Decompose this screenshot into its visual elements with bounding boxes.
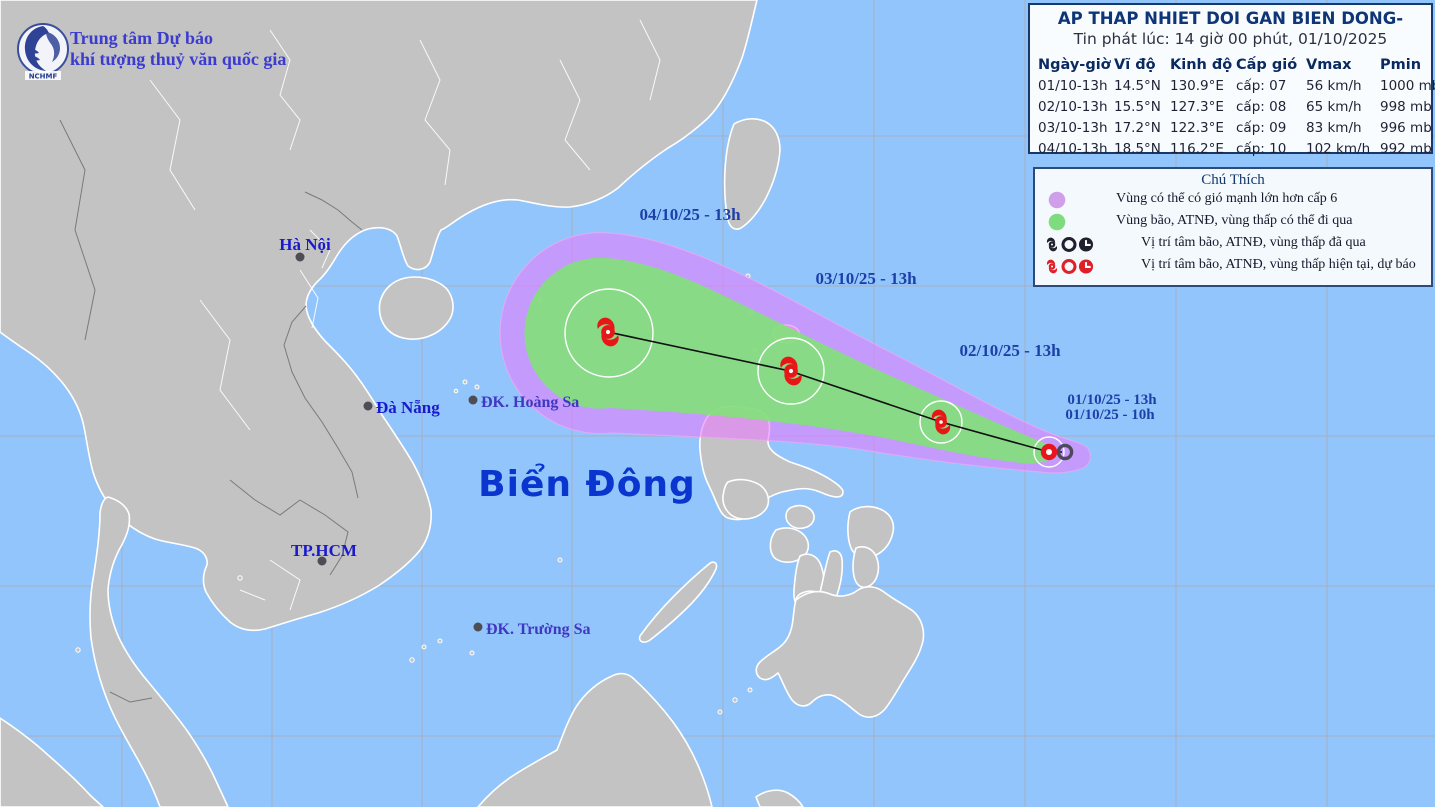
table-cell: 83 km/h [1306, 120, 1362, 136]
table-cell: cấp: 07 [1236, 78, 1287, 94]
agency-name-line2: khí tượng thuỷ văn quốc gia [70, 49, 287, 69]
table-cell: 1000 mb [1380, 78, 1435, 94]
col-header-lon: Kinh độ [1170, 57, 1233, 73]
table-cell: 65 km/h [1306, 99, 1362, 115]
legend-item: Vị trí tâm bão, ATNĐ, vùng thấp hiện tại… [1035, 255, 1431, 277]
table-cell: 15.5°N [1114, 99, 1161, 115]
city-label-tphcm: TP.HCM [291, 541, 357, 560]
province-borders [149, 19, 661, 611]
table-cell: 03/10-13h [1038, 120, 1108, 136]
city-dots [295, 252, 483, 632]
island-palawan [638, 561, 718, 643]
legend-item-label: Vị trí tâm bão, ATNĐ, vùng thấp đã qua [1141, 235, 1366, 250]
col-header-lat: Vĩ độ [1114, 57, 1156, 73]
peninsula-malay [89, 496, 229, 807]
table-cell: cấp: 09 [1236, 120, 1287, 136]
table-cell: 04/10-13h [1038, 141, 1108, 157]
hanoi-dot [295, 252, 305, 262]
table-cell: 992 mb [1380, 141, 1432, 157]
col-header-wind: Cấp gió [1236, 57, 1298, 73]
position-range-circles [564, 288, 1065, 468]
table-cell: 18.5°N [1114, 141, 1161, 157]
issued-time: Tin phát lúc: 14 giờ 00 phút, 01/10/2025 [1073, 30, 1388, 48]
truongsa-dot [473, 622, 483, 632]
past-markers-icon [1046, 236, 1095, 253]
storm-title: AP THAP NHIET DOI GAN BIEN DONG- [1057, 9, 1404, 28]
legend-item: Vùng có thể có gió mạnh lớn hơn cấp 6 [1035, 189, 1431, 211]
island-taiwan [723, 118, 781, 230]
table-cell: cấp: 10 [1236, 141, 1287, 157]
table-cell: 56 km/h [1306, 78, 1362, 94]
island-borneo [477, 672, 713, 807]
table-cell: 17.2°N [1114, 120, 1161, 136]
sea-label-bien-dong: Biển Đông [478, 463, 696, 505]
island-leyte [852, 546, 880, 589]
island-mindanao [755, 586, 925, 718]
country-borders [59, 119, 363, 703]
col-header-time: Ngày-giờ [1038, 57, 1111, 73]
table-cell: 996 mb [1380, 120, 1432, 136]
table-cell: 02/10-13h [1038, 99, 1108, 115]
hoangsa-dot [468, 395, 478, 405]
track-label-03-10: 03/10/25 - 13h [815, 269, 917, 288]
logo-text: NCHMF [29, 73, 58, 81]
agency-name-line1: Trung tâm Dự báo [70, 28, 213, 48]
city-label-hanoi: Hà Nội [279, 235, 331, 254]
island-samar [847, 505, 895, 559]
table-cell: 116.2°E [1170, 141, 1224, 157]
landmass-mainland-asia [0, 0, 758, 632]
table-cell: 127.3°E [1170, 99, 1224, 115]
legend-item-label: Vùng có thể có gió mạnh lớn hơn cấp 6 [1116, 191, 1338, 206]
legend-box: Chú Thích Vùng có thể có gió mạnh lớn hơ… [1033, 167, 1433, 287]
col-header-vmax: Vmax [1306, 57, 1352, 73]
current-position-marker [1040, 443, 1058, 461]
storm-info-box: AP THAP NHIET DOI GAN BIEN DONG- Tin phá… [1028, 3, 1435, 157]
island-masbate [785, 504, 815, 530]
forecast-table: Ngày-giờ Vĩ độ Kinh độ Cấp gió Vmax Pmin… [1038, 55, 1435, 159]
legend-item-label: Vùng bão, ATNĐ, vùng thấp có thể đi qua [1116, 213, 1353, 228]
island-sulawesi-tip [755, 789, 804, 807]
table-cell: 130.9°E [1170, 78, 1224, 94]
track-label-01-10-13h: 01/10/25 - 13h [1067, 392, 1157, 408]
table-cell: cấp: 08 [1236, 99, 1287, 115]
legend-item-label: Vị trí tâm bão, ATNĐ, vùng thấp hiện tại… [1141, 257, 1416, 272]
table-cell: 122.3°E [1170, 120, 1224, 136]
station-label-hoang-sa: ĐK. Hoàng Sa [481, 394, 579, 411]
forecast-markers-icon [1046, 258, 1095, 275]
track-label-01-10-10h: 01/10/25 - 10h [1065, 407, 1155, 423]
purple-area-icon [1048, 191, 1066, 209]
table-cell: 102 km/h [1306, 141, 1371, 157]
green-area-icon [1048, 213, 1066, 231]
legend-title: Chú Thích [1201, 172, 1265, 188]
col-header-pmin: Pmin [1380, 57, 1422, 73]
station-label-truong-sa: ĐK. Trường Sa [486, 621, 591, 638]
danang-dot [363, 401, 373, 411]
track-label-02-10: 02/10/25 - 13h [959, 341, 1061, 360]
table-cell: 14.5°N [1114, 78, 1161, 94]
island-sumatra [0, 717, 104, 807]
island-hainan [378, 276, 454, 340]
track-label-04-10: 04/10/25 - 13h [639, 205, 741, 224]
table-cell: 01/10-13h [1038, 78, 1108, 94]
agency-credit: Trung tâm Dự báo khí tượng thuỷ văn quốc… [70, 28, 286, 70]
legend-item: Vùng bão, ATNĐ, vùng thấp có thể đi qua [1035, 211, 1431, 233]
tphcm-dot [317, 556, 327, 566]
island-mindoro [722, 478, 770, 520]
city-label-danang: Đà Nẵng [376, 398, 440, 417]
table-cell: 998 mb [1380, 99, 1432, 115]
legend-item: Vị trí tâm bão, ATNĐ, vùng thấp đã qua [1035, 233, 1431, 255]
nchmf-logo-icon: NCHMF [17, 23, 69, 81]
